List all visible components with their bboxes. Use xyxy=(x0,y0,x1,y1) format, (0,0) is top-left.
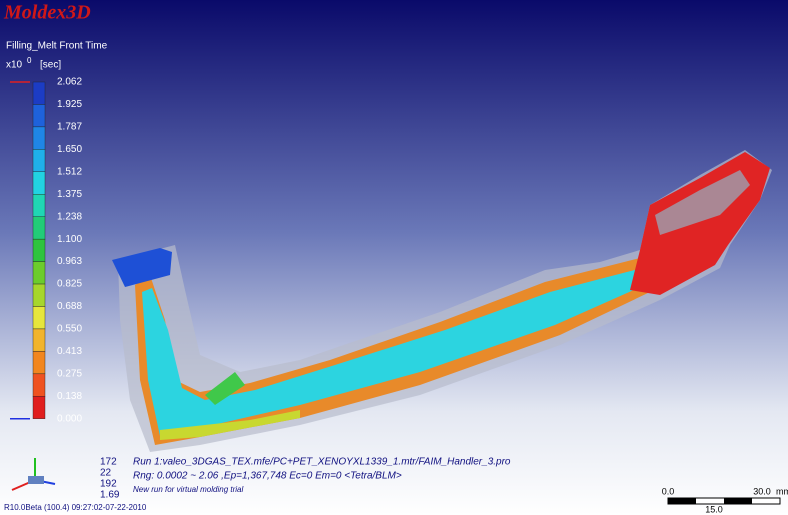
legend-label: 1.375 xyxy=(57,189,82,200)
legend-swatch xyxy=(32,306,46,330)
legend-swatch xyxy=(32,351,46,375)
legend-label: 1.100 xyxy=(57,234,82,245)
legend-swatch xyxy=(32,126,46,150)
legend-swatch xyxy=(32,238,46,262)
part-model xyxy=(112,150,772,452)
part-fill-green xyxy=(205,372,245,405)
result-title: Filling_Melt Front Time xyxy=(6,41,108,52)
info-number: 192 xyxy=(100,479,117,490)
legend-label: 0.413 xyxy=(57,346,82,357)
info-number: 1.69 xyxy=(100,490,120,501)
legend-label: 0.963 xyxy=(57,256,82,267)
info-line: New run for virtual molding trial xyxy=(133,485,243,494)
legend-swatch xyxy=(32,261,46,285)
axis-triad xyxy=(11,458,56,491)
scale-unit: mm xyxy=(776,486,788,496)
logo: Moldex3D xyxy=(3,2,91,24)
legend-label: 1.512 xyxy=(57,166,82,177)
unit-exponent: 0 xyxy=(27,56,32,65)
part-fill-blue xyxy=(112,248,172,287)
unit-base: x10 xyxy=(6,60,23,71)
legend-swatch xyxy=(32,328,46,352)
legend-label: 1.238 xyxy=(57,211,82,222)
legend-label: 0.000 xyxy=(57,413,82,424)
legend-label: 0.825 xyxy=(57,279,82,290)
legend-swatch xyxy=(32,194,46,217)
legend-swatch xyxy=(32,171,46,195)
legend-swatch xyxy=(32,216,46,240)
part-fill-yellow xyxy=(160,410,300,440)
legend-label: 2.062 xyxy=(57,77,82,88)
legend-label: 1.787 xyxy=(57,122,82,133)
legend-label: 0.275 xyxy=(57,368,82,379)
info-line: Run 1:valeo_3DGAS_TEX.mfe/PC+PET_XENOYXL… xyxy=(133,457,511,468)
part-fill-cyan xyxy=(142,268,645,436)
legend-swatch xyxy=(32,81,46,105)
legend-label: 0.688 xyxy=(57,301,82,312)
legend-label: 1.925 xyxy=(57,99,82,110)
legend-swatch xyxy=(32,373,46,397)
info-number: 22 xyxy=(100,468,112,479)
scale-start: 0.0 xyxy=(662,486,675,496)
legend-swatch xyxy=(32,104,46,128)
legend: 2.062 1.925 1.787 1.650 1.512 1.375 1.238 1.100… xyxy=(10,77,82,424)
unit: [sec] xyxy=(40,60,61,71)
info-number: 172 xyxy=(100,457,117,468)
part-rib xyxy=(655,170,750,235)
legend-swatch xyxy=(32,396,46,419)
scale-mid: 15.0 xyxy=(705,504,723,514)
info-line: Rng: 0.0002 ~ 2.06 ,Ep=1,367,748 Ec=0 Em… xyxy=(133,471,402,482)
legend-label: 1.650 xyxy=(57,144,82,155)
legend-swatch xyxy=(32,283,46,307)
scale-bar: 0.0 30.0 mm 15.0 xyxy=(662,486,788,514)
scale-end: 30.0 xyxy=(753,486,771,496)
version: R10.0Beta (100.4) 09:27:02-07-22-2010 xyxy=(4,503,147,512)
legend-label: 0.138 xyxy=(57,391,82,402)
legend-swatch xyxy=(32,149,46,173)
legend-label: 0.550 xyxy=(57,324,82,335)
